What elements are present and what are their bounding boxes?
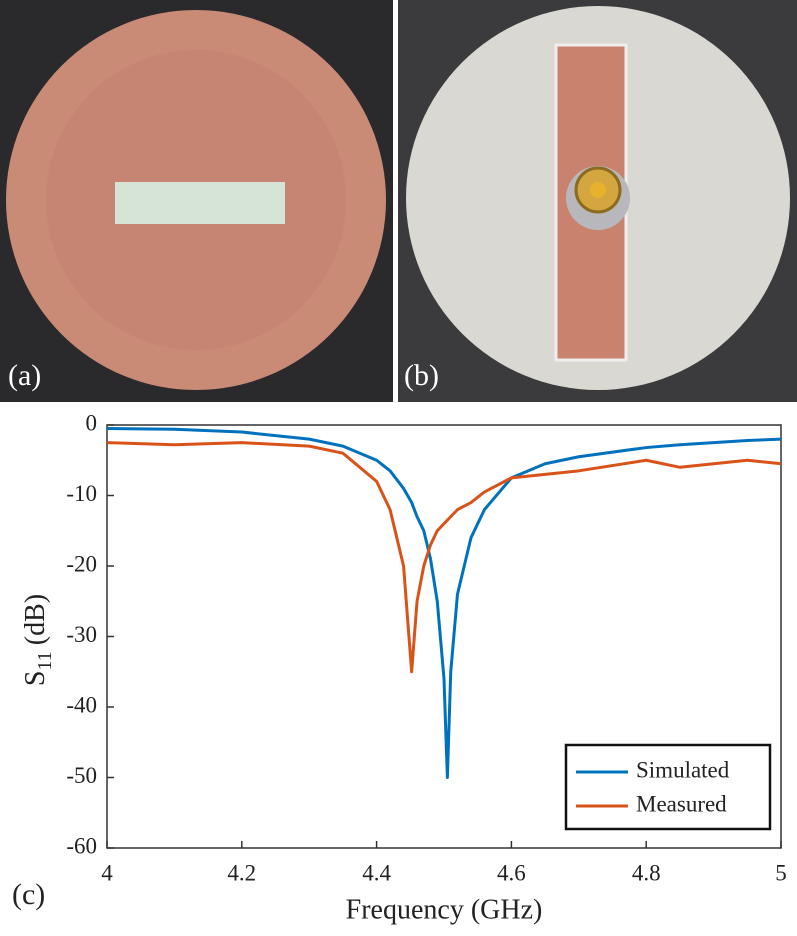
x-tick-label: 4.8 [632, 860, 661, 885]
y-tick-label: -40 [66, 692, 97, 717]
series-line [106, 427, 782, 779]
y-axis-symbol: S [20, 671, 51, 687]
x-tick-label: 5 [775, 860, 787, 885]
y-tick-label: -30 [66, 622, 97, 647]
x-tick-label: 4 [101, 860, 113, 885]
plot: 0 -10 -20 -30 -40 -50 -604 4.2 4.4 4.6 4.8 5 [66, 410, 786, 885]
x-tick-label: 4.2 [227, 860, 256, 885]
y-axis-subscript: 11 [34, 651, 56, 670]
series-line [106, 441, 782, 674]
legend [564, 743, 772, 831]
legend-label: Simulated [636, 757, 730, 782]
y-tick-label: -10 [66, 481, 97, 506]
panel-label: (a) [8, 359, 41, 392]
panel-label: (b) [404, 359, 439, 392]
x-axis-title: Frequency (GHz) [346, 894, 543, 925]
legend-label: Measured [636, 791, 727, 816]
panel-label: (c) [12, 878, 45, 911]
y-axis-title: S11 (dB) [20, 594, 55, 686]
y-axis-unit: (dB) [20, 594, 51, 645]
slot [115, 182, 285, 224]
x-tick-label: 4.4 [362, 860, 391, 885]
y-tick-label: -50 [66, 763, 97, 788]
connector-pin [590, 182, 606, 198]
x-tick-label: 4.6 [497, 860, 526, 885]
y-tick-label: -60 [66, 833, 97, 858]
y-tick-label: 0 [86, 410, 98, 435]
y-tick-label: -20 [66, 551, 97, 576]
